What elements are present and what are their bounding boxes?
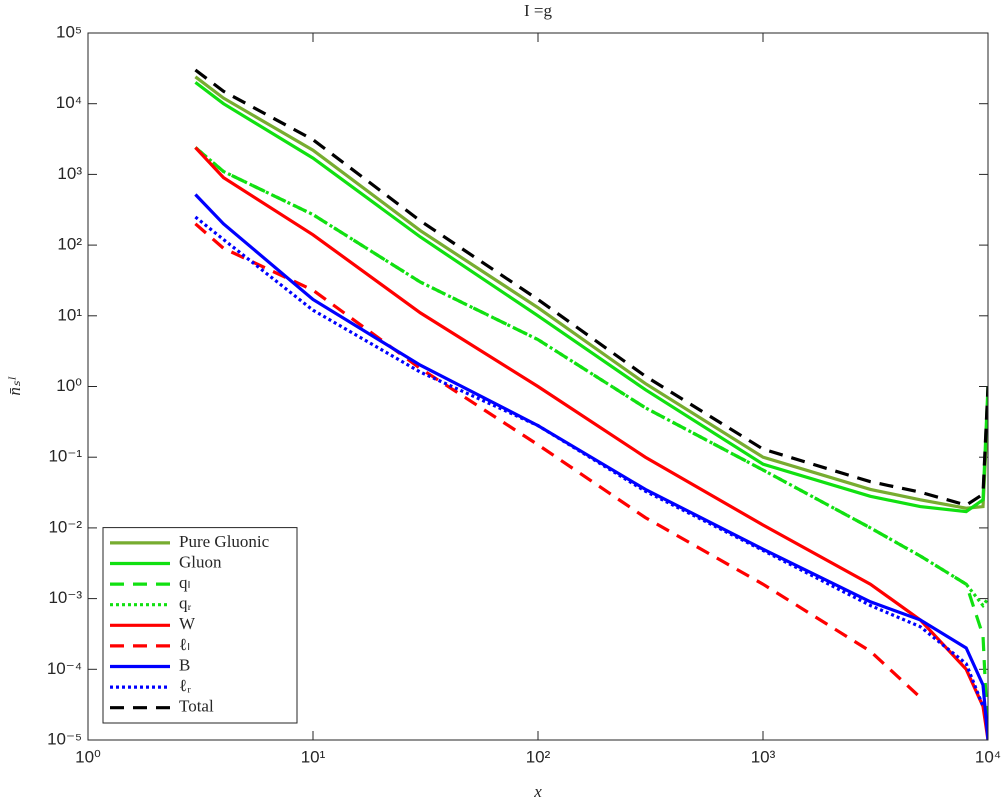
x-tick-label: 10⁴ (975, 747, 1001, 766)
y-tick-label: 10⁻¹ (48, 447, 82, 466)
series-line (194, 146, 988, 740)
legend-label: Gluon (179, 552, 222, 571)
series-line (194, 81, 988, 514)
y-tick-label: 10¹ (57, 305, 82, 324)
y-tick-label: 10⁻⁵ (47, 729, 82, 748)
series-line (194, 215, 985, 707)
x-tick-label: 10² (526, 747, 551, 766)
legend-label: B (179, 655, 190, 674)
legend-label: ℓᵣ (179, 676, 191, 695)
legend-label: Pure Gluonic (179, 532, 270, 551)
x-tick-label: 10¹ (301, 747, 326, 766)
series-line (194, 146, 988, 740)
legend-label: qᵣ (179, 594, 192, 613)
legend-label: ℓₗ (179, 635, 190, 654)
y-tick-label: 10⁰ (56, 376, 82, 395)
x-axis-label: x (533, 782, 542, 801)
y-tick-label: 10⁻³ (48, 588, 82, 607)
y-tick-label: 10² (57, 235, 82, 254)
x-tick-label: 10⁰ (75, 747, 101, 766)
y-tick-label: 10⁻² (48, 517, 82, 536)
y-tick-label: 10⁵ (56, 22, 82, 41)
axes-box (87, 32, 989, 741)
y-tick-label: 10³ (57, 164, 82, 183)
series-line (194, 68, 988, 507)
legend-label: W (179, 614, 196, 633)
legend-label: Total (179, 697, 214, 716)
x-tick-label: 10³ (751, 747, 776, 766)
legend-label: qₗ (179, 573, 190, 592)
y-tick-label: 10⁻⁴ (47, 659, 82, 678)
y-tick-label: 10⁴ (56, 93, 82, 112)
chart-title: I =g (524, 1, 552, 20)
y-axis-label: n̄ₛᴵ (5, 376, 24, 396)
